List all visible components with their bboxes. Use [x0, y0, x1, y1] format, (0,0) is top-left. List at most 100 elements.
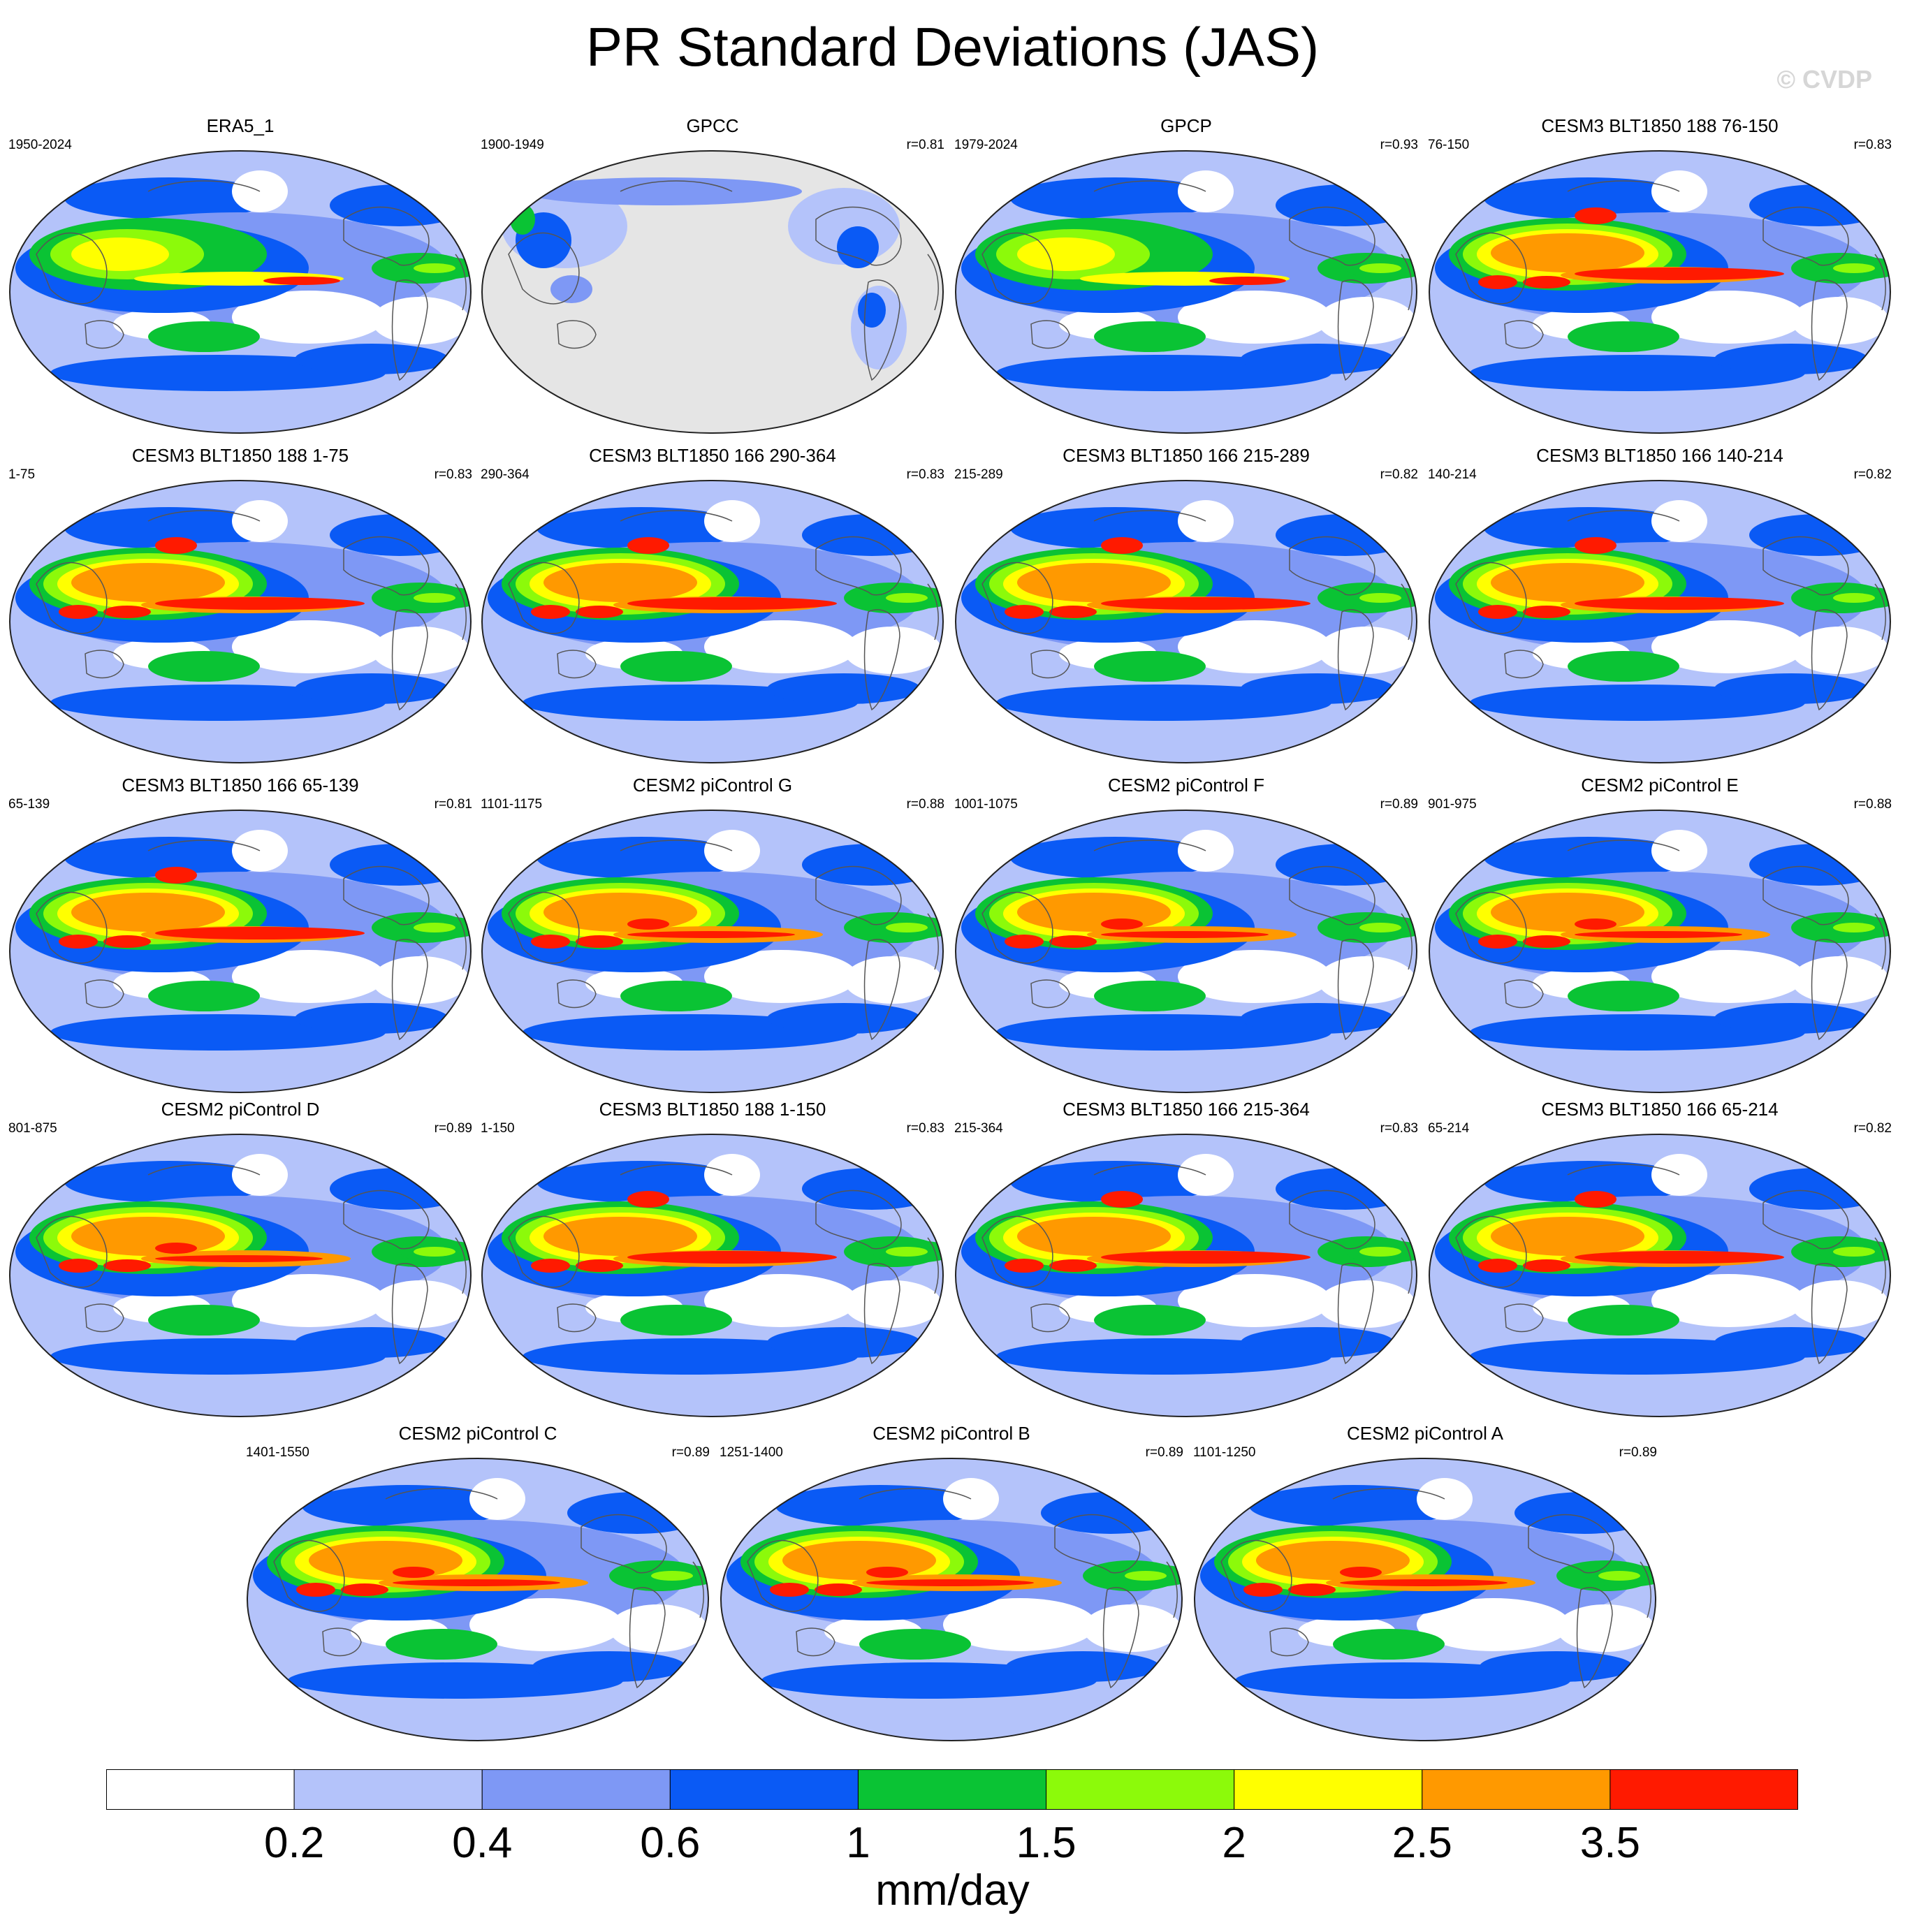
panel-pattern-correlation: r=0.83	[906, 467, 944, 482]
map-panel: CESM3 BLT1850 188 76-150 76-150 r=0.83	[1428, 115, 1892, 436]
panel-pattern-correlation: r=0.81	[434, 797, 472, 812]
panel-years: 1900-1949	[481, 138, 544, 152]
panel-title: CESM2 piControl C	[398, 1423, 557, 1444]
robinson-map	[481, 1134, 944, 1417]
map-panel: CESM3 BLT1850 188 1-75 1-75 r=0.83	[8, 444, 472, 766]
panel-title: CESM3 BLT1850 166 290-364	[589, 445, 836, 466]
panel-pattern-correlation: r=0.89	[1619, 1445, 1657, 1460]
panel-years: 215-289	[954, 467, 1003, 482]
panel-title: CESM2 piControl G	[632, 775, 793, 796]
panel-years: 1401-1550	[246, 1445, 309, 1460]
panel-pattern-correlation: r=0.83	[434, 467, 472, 482]
robinson-map	[9, 480, 472, 763]
panel-years: 801-875	[8, 1121, 57, 1136]
map-panel: CESM3 BLT1850 166 215-364 215-364 r=0.83	[954, 1098, 1418, 1419]
robinson-map	[1429, 810, 1891, 1093]
robinson-map	[955, 150, 1417, 434]
colorbar-tick-label: 0.4	[452, 1819, 513, 1867]
map-panel: CESM2 piControl G 1101-1175 r=0.88	[481, 774, 944, 1095]
colorbar-tick-label: 3.5	[1579, 1819, 1640, 1867]
map-panel: CESM3 BLT1850 166 65-214 65-214 r=0.82	[1428, 1098, 1892, 1419]
panel-title: CESM2 piControl B	[873, 1423, 1030, 1444]
robinson-map	[247, 1458, 709, 1741]
panel-years: 1-75	[8, 467, 36, 482]
panel-pattern-correlation: r=0.88	[1853, 797, 1892, 812]
map-panel: ERA5_1 1950-2024	[8, 115, 472, 436]
panel-pattern-correlation: r=0.89	[434, 1121, 472, 1136]
colorbar-tick-label: 0.2	[264, 1819, 325, 1867]
colorbar-units: mm/day	[875, 1866, 1030, 1915]
panel-title: GPCP	[1160, 115, 1212, 136]
panel-years: 1979-2024	[954, 138, 1018, 152]
colorbar-tick-label: 2.5	[1392, 1819, 1452, 1867]
panel-pattern-correlation: r=0.89	[671, 1445, 710, 1460]
colorbar-swatch	[1422, 1769, 1611, 1810]
colorbar-swatch	[669, 1769, 859, 1810]
colorbar-tick-label: 0.6	[640, 1819, 701, 1867]
panel-title: CESM3 BLT1850 166 65-214	[1541, 1099, 1779, 1120]
panel-years: 215-364	[954, 1121, 1003, 1136]
colorbar-tick-label: 1	[846, 1819, 870, 1867]
robinson-map	[481, 810, 944, 1093]
map-panel: CESM2 piControl A 1101-1250 r=0.89	[1193, 1422, 1657, 1743]
map-panel: CESM2 piControl B 1251-1400 r=0.89	[720, 1422, 1183, 1743]
panel-pattern-correlation: r=0.83	[1380, 1121, 1418, 1136]
robinson-map	[720, 1458, 1183, 1741]
panel-years: 65-214	[1428, 1121, 1470, 1136]
panel-pattern-correlation: r=0.82	[1853, 467, 1892, 482]
robinson-map	[955, 1134, 1417, 1417]
robinson-map	[1429, 150, 1891, 434]
panel-pattern-correlation: r=0.93	[1380, 138, 1418, 152]
robinson-map	[481, 150, 944, 434]
panel-pattern-correlation: r=0.81	[906, 138, 944, 152]
robinson-map	[9, 150, 472, 434]
panel-title: CESM2 piControl D	[161, 1099, 320, 1120]
panel-pattern-correlation: r=0.89	[1145, 1445, 1183, 1460]
robinson-map	[1194, 1458, 1656, 1741]
panel-pattern-correlation: r=0.83	[1853, 138, 1892, 152]
panel-pattern-correlation: r=0.88	[906, 797, 944, 812]
panel-years: 1950-2024	[8, 138, 72, 152]
map-panel: CESM3 BLT1850 166 65-139 65-139 r=0.81	[8, 774, 472, 1095]
panel-title: GPCC	[686, 115, 739, 136]
panel-years: 901-975	[1428, 797, 1477, 812]
panel-title: CESM3 BLT1850 166 65-139	[122, 775, 359, 796]
robinson-map	[1429, 480, 1891, 763]
panel-years: 1101-1175	[481, 797, 543, 812]
colorbar-tick-label: 2	[1222, 1819, 1246, 1867]
robinson-map	[9, 810, 472, 1093]
panel-years: 1001-1075	[954, 797, 1018, 812]
panel-title: CESM2 piControl F	[1108, 775, 1264, 796]
colorbar-swatch	[1234, 1769, 1423, 1810]
map-panel: GPCP 1979-2024 r=0.93	[954, 115, 1418, 436]
panel-years: 76-150	[1428, 138, 1470, 152]
panel-title: CESM3 BLT1850 188 1-75	[131, 445, 349, 466]
panel-title: CESM3 BLT1850 166 140-214	[1536, 445, 1783, 466]
panel-pattern-correlation: r=0.89	[1380, 797, 1418, 812]
colorbar-swatch	[293, 1769, 483, 1810]
colorbar-swatch	[481, 1769, 671, 1810]
map-panel: CESM3 BLT1850 166 290-364 290-364 r=0.83	[481, 444, 944, 766]
colorbar-swatch	[857, 1769, 1047, 1810]
panel-years: 1251-1400	[720, 1445, 783, 1460]
map-panel: CESM3 BLT1850 188 1-150 1-150 r=0.83	[481, 1098, 944, 1419]
robinson-map	[955, 810, 1417, 1093]
robinson-map	[9, 1134, 472, 1417]
figure-title: PR Standard Deviations (JAS)	[585, 16, 1320, 78]
map-panel: CESM2 piControl C 1401-1550 r=0.89	[246, 1422, 710, 1743]
panel-pattern-correlation: r=0.83	[906, 1121, 944, 1136]
map-panel: GPCC 1900-1949 r=0.81	[481, 115, 944, 436]
panel-years: 65-139	[8, 797, 50, 812]
panel-years: 1101-1250	[1193, 1445, 1256, 1460]
panel-title: CESM3 BLT1850 188 1-150	[599, 1099, 826, 1120]
colorbar-swatch	[1610, 1769, 1798, 1810]
panel-title: CESM3 BLT1850 166 215-364	[1063, 1099, 1310, 1120]
colorbar	[106, 1769, 1798, 1810]
panel-title: ERA5_1	[206, 115, 275, 136]
map-panel: CESM2 piControl E 901-975 r=0.88	[1428, 774, 1892, 1095]
panel-pattern-correlation: r=0.82	[1380, 467, 1418, 482]
cvdp-watermark: © CVDP	[1776, 65, 1872, 94]
colorbar-swatch	[106, 1769, 295, 1810]
panel-pattern-correlation: r=0.82	[1853, 1121, 1892, 1136]
panel-title: CESM3 BLT1850 166 215-289	[1063, 445, 1310, 466]
